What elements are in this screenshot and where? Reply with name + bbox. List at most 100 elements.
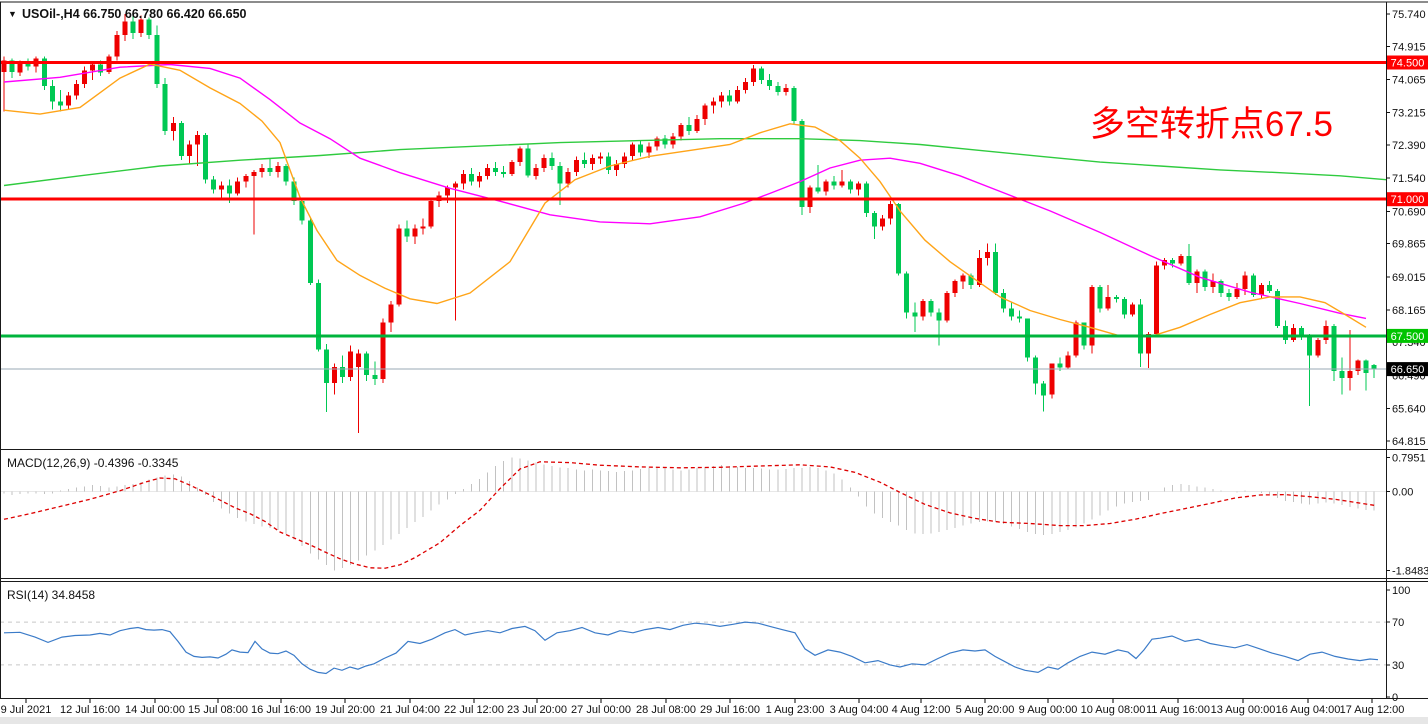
main-chart-panel[interactable]: [0, 14, 1387, 434]
candle-up: [122, 21, 128, 36]
candle-down: [1009, 308, 1014, 317]
candle-up: [735, 89, 740, 102]
time-axis-label[interactable]: 19 Jul 20:00: [315, 704, 375, 716]
price-badge-label: 71.000: [1391, 194, 1425, 206]
candle-up: [1210, 281, 1216, 288]
candle-up: [138, 19, 144, 34]
candle-down: [307, 220, 313, 284]
candle-up: [74, 84, 79, 96]
candle-down: [1283, 326, 1288, 340]
candle-up: [646, 146, 652, 153]
axis-tick-label: 0.7951: [1392, 453, 1426, 465]
candle-down: [831, 181, 837, 186]
candle-up: [839, 181, 845, 186]
axis-tick-label: 69.015: [1392, 272, 1426, 284]
axis-tick-label: 70: [1392, 617, 1404, 629]
candle-down: [154, 35, 160, 84]
time-axis-label[interactable]: 14 Jul 00:00: [125, 704, 185, 716]
candle-down: [1218, 281, 1224, 293]
candle-up: [90, 64, 96, 71]
candle-down: [1000, 293, 1006, 309]
candle-up: [509, 162, 515, 174]
candle-up: [702, 105, 708, 120]
candle-down: [815, 187, 821, 192]
candle-up: [614, 164, 620, 170]
time-axis-label[interactable]: 28 Jul 08:00: [636, 704, 696, 716]
time-axis-label[interactable]: 17 Aug 12:00: [1340, 704, 1405, 716]
symbol-dropdown-icon[interactable]: ▼: [8, 9, 17, 19]
time-axis-label[interactable]: 16 Jul 16:00: [251, 704, 311, 716]
time-axis-label[interactable]: 9 Jul 2021: [1, 704, 52, 716]
time-axis-label[interactable]: 1 Aug 23:00: [766, 704, 825, 716]
annotation-text: 多空转折点67.5: [1090, 105, 1333, 144]
time-axis-label[interactable]: 23 Jul 20:00: [507, 704, 567, 716]
candles-layer: [1, 14, 1377, 434]
axis-tick-label: -1.8483: [1392, 565, 1428, 577]
candle-up: [1154, 265, 1160, 334]
candle-down: [1363, 360, 1369, 373]
candle-up: [952, 281, 958, 293]
candle-up: [444, 187, 450, 196]
candle-down: [146, 19, 152, 36]
candle-down: [1057, 363, 1063, 368]
time-axis-label[interactable]: 4 Aug 12:00: [892, 704, 951, 716]
price-axis[interactable]: 75.740 74.915 74.065 73.215 72.390 71.540 70.6…: [1386, 9, 1428, 704]
time-axis-label[interactable]: 22 Jul 12:00: [444, 704, 504, 716]
time-axis-label[interactable]: 3 Aug 04:00: [830, 704, 889, 716]
time-axis-label[interactable]: 21 Jul 04:00: [380, 704, 440, 716]
candle-up: [597, 156, 603, 159]
axis-tick-label: 74.065: [1392, 75, 1426, 87]
candle-up: [1178, 255, 1184, 264]
price-badge-label: 74.500: [1391, 58, 1425, 70]
candle-down: [1186, 255, 1192, 284]
time-axis-label[interactable]: 29 Jul 16:00: [700, 704, 760, 716]
time-axis-label[interactable]: 9 Aug 00:00: [1019, 704, 1078, 716]
candle-down: [1331, 326, 1337, 372]
candle-down: [98, 64, 104, 73]
candle-up: [235, 181, 241, 194]
candle-up: [541, 158, 547, 168]
candle-down: [1041, 383, 1047, 396]
candle-down: [775, 85, 781, 92]
candle-down: [493, 168, 499, 172]
candle-up: [1315, 339, 1321, 356]
rsi-indicator-label: RSI(14) 34.8458: [7, 588, 95, 602]
candle-up: [1347, 371, 1353, 379]
macd-signal-line: [3, 461, 1377, 569]
candle-down: [936, 312, 942, 321]
time-axis[interactable]: 9 Jul 2021 12 Jul 16:00 14 Jul 00:00 15 Jul…: [0, 699, 1428, 724]
candle-up: [332, 367, 337, 383]
time-axis-label[interactable]: 27 Jul 00:00: [571, 704, 631, 716]
candle-up: [1065, 355, 1071, 368]
candle-up: [170, 123, 176, 131]
time-axis-label[interactable]: 10 Aug 08:00: [1081, 704, 1146, 716]
candle-down: [581, 160, 587, 165]
candle-down: [162, 84, 168, 131]
time-axis-label[interactable]: 12 Jul 16:00: [60, 704, 120, 716]
candle-down: [25, 62, 31, 67]
candle-up: [1073, 322, 1079, 356]
candle-down: [767, 80, 773, 86]
candle-up: [1, 60, 7, 73]
rsi-panel[interactable]: [0, 621, 1386, 675]
time-axis-label[interactable]: 15 Jul 08:00: [188, 704, 248, 716]
macd-panel[interactable]: [0, 457, 1386, 571]
candle-up: [396, 228, 402, 305]
time-axis-label[interactable]: 13 Aug 00:00: [1211, 704, 1276, 716]
candle-up: [743, 82, 748, 90]
axis-tick-label: 75.740: [1392, 9, 1426, 21]
ma-mid-magenta: [3, 63, 1367, 320]
candle-up: [1234, 289, 1240, 297]
time-axis-label[interactable]: 5 Aug 20:00: [956, 704, 1015, 716]
candle-up: [960, 275, 966, 282]
axis-tick-label: 65.640: [1392, 404, 1426, 416]
candle-up: [694, 119, 700, 131]
time-axis-label[interactable]: 16 Aug 04:00: [1276, 704, 1341, 716]
candle-down: [9, 60, 15, 73]
candle-up: [783, 87, 789, 92]
candle-down: [549, 158, 555, 166]
time-axis-label[interactable]: 11 Aug 16:00: [1146, 704, 1210, 716]
candle-down: [364, 353, 370, 375]
